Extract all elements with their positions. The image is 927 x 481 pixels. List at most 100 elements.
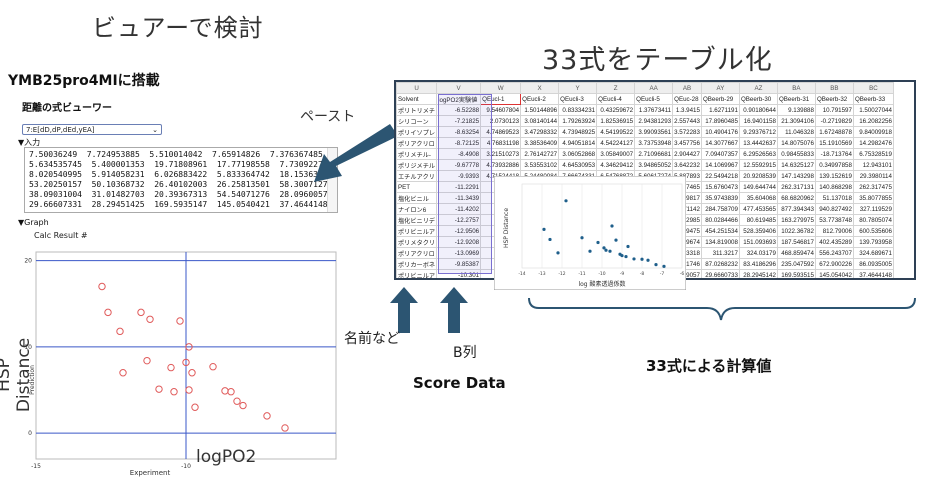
table-cell[interactable]: 9.139888 (776, 104, 816, 116)
table-cell[interactable]: U (396, 82, 438, 94)
table-cell[interactable]: 311.3217 (700, 247, 740, 259)
table-cell[interactable]: BB (814, 82, 854, 94)
table-cell[interactable]: BA (776, 82, 816, 94)
table-cell[interactable]: ポリアクリロ (396, 137, 438, 149)
table-cell[interactable]: 528.359406 (738, 225, 778, 237)
table-cell[interactable]: 0.98455833 (776, 148, 816, 160)
table-cell[interactable]: 35.9743839 (700, 192, 740, 204)
table-cell[interactable]: 0.43259672 (596, 104, 636, 116)
table-cell[interactable]: 37.4644148 (852, 269, 894, 278)
table-cell[interactable]: 324.03179 (738, 247, 778, 259)
table-cell[interactable]: 80.0284466 (700, 214, 740, 226)
table-cell[interactable]: 139.793958 (852, 236, 894, 248)
table-cell[interactable]: 4.64530953 (558, 159, 598, 171)
table-cell[interactable]: 324.689671 (852, 247, 894, 259)
table-cell[interactable]: ポリジメチル (396, 159, 438, 171)
table-cell[interactable]: 284.758709 (700, 203, 740, 215)
table-cell[interactable]: 15.6760473 (700, 181, 740, 193)
table-cell[interactable]: QBeerb-30 (738, 93, 778, 105)
table-cell[interactable]: 2.557443 (672, 115, 702, 127)
table-cell[interactable]: Z (596, 82, 636, 94)
table-cell[interactable]: Solvent (396, 93, 438, 105)
input-section-label[interactable]: ▼入力 (18, 138, 41, 147)
table-cell[interactable]: 3.38536409 (520, 137, 560, 149)
table-cell[interactable]: 235.047592 (776, 258, 816, 270)
table-cell[interactable]: 12.5592915 (738, 159, 778, 171)
table-cell[interactable]: 17.8960485 (700, 115, 740, 127)
table-cell[interactable]: 14.1069967 (700, 159, 740, 171)
table-cell[interactable]: 86.0935005 (852, 258, 894, 270)
table-cell[interactable]: 1.37673411 (634, 104, 674, 116)
table-cell[interactable]: 14.2982476 (852, 137, 894, 149)
table-cell[interactable]: 477.453565 (738, 203, 778, 215)
table-cell[interactable]: 80.7805074 (852, 214, 894, 226)
table-cell[interactable]: 0.34997858 (814, 159, 854, 171)
table-cell[interactable]: 163.279975 (776, 214, 816, 226)
table-cell[interactable]: 12.943101 (852, 159, 894, 171)
table-cell[interactable]: 1022.36782 (776, 225, 816, 237)
table-cell[interactable]: 6.75328519 (852, 148, 894, 160)
table-cell[interactable]: AA (634, 82, 674, 94)
table-cell[interactable]: 3.94865052 (634, 159, 674, 171)
table-cell[interactable]: 1.50144896 (520, 104, 560, 116)
table-cell[interactable]: 0.83334231 (558, 104, 598, 116)
table-cell[interactable]: 15.1910569 (814, 137, 854, 149)
table-cell[interactable]: QBeerb-31 (776, 93, 816, 105)
table-cell[interactable]: 327.119529 (852, 203, 894, 215)
table-cell[interactable]: X (520, 82, 560, 94)
table-cell[interactable]: 68.6820962 (776, 192, 816, 204)
table-cell[interactable]: 35.604068 (738, 192, 778, 204)
table-cell[interactable]: 塩化ビニリデ (396, 214, 438, 226)
table-cell[interactable]: V (436, 82, 482, 94)
table-cell[interactable]: 塩化ビニル (396, 192, 438, 204)
table-cell[interactable]: 3.05849007 (596, 148, 636, 160)
table-cell[interactable]: 10.4904176 (700, 126, 740, 138)
table-cell[interactable]: 14.8075076 (776, 137, 816, 149)
table-cell[interactable]: 3.99093561 (634, 126, 674, 138)
table-cell[interactable]: ポリイソプレ (396, 126, 438, 138)
table-cell[interactable]: QEucli-2 (520, 93, 560, 105)
table-cell[interactable]: 20.9208539 (738, 170, 778, 182)
table-cell[interactable]: QBeerb-29 (700, 93, 740, 105)
table-cell[interactable]: -18.713764 (814, 148, 854, 160)
table-cell[interactable]: 151.093693 (738, 236, 778, 248)
table-cell[interactable]: 83.4186296 (738, 258, 778, 270)
table-cell[interactable]: 16.9401158 (738, 115, 778, 127)
table-cell[interactable]: 134.819008 (700, 236, 740, 248)
table-cell[interactable]: 21.3094106 (776, 115, 816, 127)
table-cell[interactable]: QEucli-5 (634, 93, 674, 105)
table-cell[interactable]: 53.7738748 (814, 214, 854, 226)
table-cell[interactable]: 80.619485 (738, 214, 778, 226)
table-cell[interactable]: AY (700, 82, 740, 94)
table-cell[interactable]: 149.644744 (738, 181, 778, 193)
table-cell[interactable]: 1.50027044 (852, 104, 894, 116)
table-cell[interactable]: ポリビニルア (396, 225, 438, 237)
table-cell[interactable]: ポリカーボネ (396, 258, 438, 270)
table-cell[interactable]: 877.394343 (776, 203, 816, 215)
table-cell[interactable]: 3.572283 (672, 126, 702, 138)
table-cell[interactable]: 9.29376712 (738, 126, 778, 138)
table-cell[interactable]: 940.827492 (814, 203, 854, 215)
table-cell[interactable]: 468.859474 (776, 247, 816, 259)
table-cell[interactable]: 147.143298 (776, 170, 816, 182)
table-cell[interactable]: 812.79006 (814, 225, 854, 237)
table-cell[interactable]: 35.8077855 (852, 192, 894, 204)
table-cell[interactable]: 1.3.9415 (672, 104, 702, 116)
table-cell[interactable]: QEuc-28 (672, 93, 702, 105)
table-cell[interactable]: 1.79263924 (558, 115, 598, 127)
table-cell[interactable]: 454.251534 (700, 225, 740, 237)
table-cell[interactable]: 3.53553102 (520, 159, 560, 171)
table-cell[interactable]: 51.137018 (814, 192, 854, 204)
table-cell[interactable]: 169.593515 (776, 269, 816, 278)
table-cell[interactable]: 2.76142727 (520, 148, 560, 160)
table-cell[interactable]: 3.06052868 (558, 148, 598, 160)
table-cell[interactable]: 140.868298 (814, 181, 854, 193)
table-cell[interactable]: QBeerb-33 (852, 93, 894, 105)
table-cell[interactable]: 145.054042 (814, 269, 854, 278)
table-cell[interactable]: 4.73948925 (558, 126, 598, 138)
table-cell[interactable]: 600.535606 (852, 225, 894, 237)
table-cell[interactable]: 4.54199522 (596, 126, 636, 138)
table-cell[interactable]: 7.09407357 (700, 148, 740, 160)
table-cell[interactable]: 29.6660733 (700, 269, 740, 278)
table-cell[interactable]: ナイロン6 (396, 203, 438, 215)
